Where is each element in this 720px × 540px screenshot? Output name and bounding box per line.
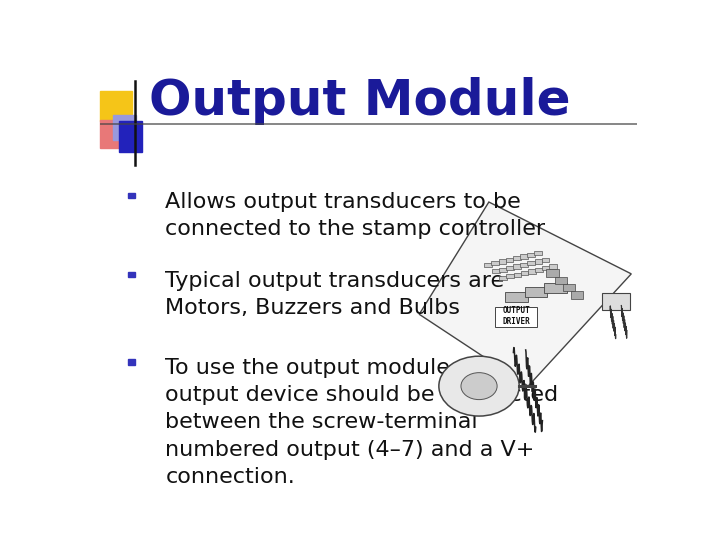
Bar: [542, 266, 550, 270]
Bar: [521, 271, 528, 275]
Bar: [492, 261, 499, 265]
Text: OUTPUT
DRIVER: OUTPUT DRIVER: [503, 306, 531, 326]
Bar: [128, 272, 135, 278]
Bar: [544, 282, 567, 293]
Bar: [554, 276, 567, 284]
Bar: [534, 251, 542, 255]
Bar: [541, 258, 549, 262]
Bar: [498, 259, 506, 264]
Bar: [513, 273, 521, 277]
Bar: [492, 269, 500, 273]
Bar: [128, 360, 135, 365]
Circle shape: [439, 356, 519, 416]
Text: Typical output transducers are
Motors, Buzzers and Bulbs: Typical output transducers are Motors, B…: [166, 271, 505, 318]
Text: Allows output transducers to be
connected to the stamp controller: Allows output transducers to be connecte…: [166, 192, 546, 239]
Bar: [114, 114, 136, 140]
Bar: [100, 91, 132, 121]
Bar: [535, 268, 543, 272]
Bar: [525, 287, 547, 298]
Bar: [499, 276, 507, 280]
Bar: [546, 269, 559, 277]
Bar: [513, 265, 521, 268]
Bar: [505, 258, 513, 262]
Bar: [506, 274, 514, 279]
Bar: [602, 293, 630, 310]
Bar: [534, 259, 542, 264]
Bar: [100, 120, 128, 148]
Text: To use the output module, the
output device should be connected
between the scre: To use the output module, the output dev…: [166, 358, 559, 487]
Bar: [128, 193, 135, 199]
Text: Output Module: Output Module: [148, 77, 570, 125]
Bar: [521, 262, 528, 267]
Bar: [563, 284, 575, 291]
Bar: [499, 268, 507, 272]
Polygon shape: [419, 202, 631, 386]
Circle shape: [461, 373, 497, 400]
Bar: [485, 262, 492, 267]
Bar: [528, 269, 536, 274]
Bar: [549, 265, 557, 268]
Bar: [505, 292, 528, 302]
Bar: [527, 261, 535, 265]
Bar: [495, 307, 537, 327]
Bar: [506, 266, 514, 270]
Bar: [119, 121, 143, 152]
Bar: [571, 291, 583, 299]
Bar: [513, 256, 521, 260]
Bar: [527, 253, 535, 257]
Bar: [520, 254, 528, 259]
